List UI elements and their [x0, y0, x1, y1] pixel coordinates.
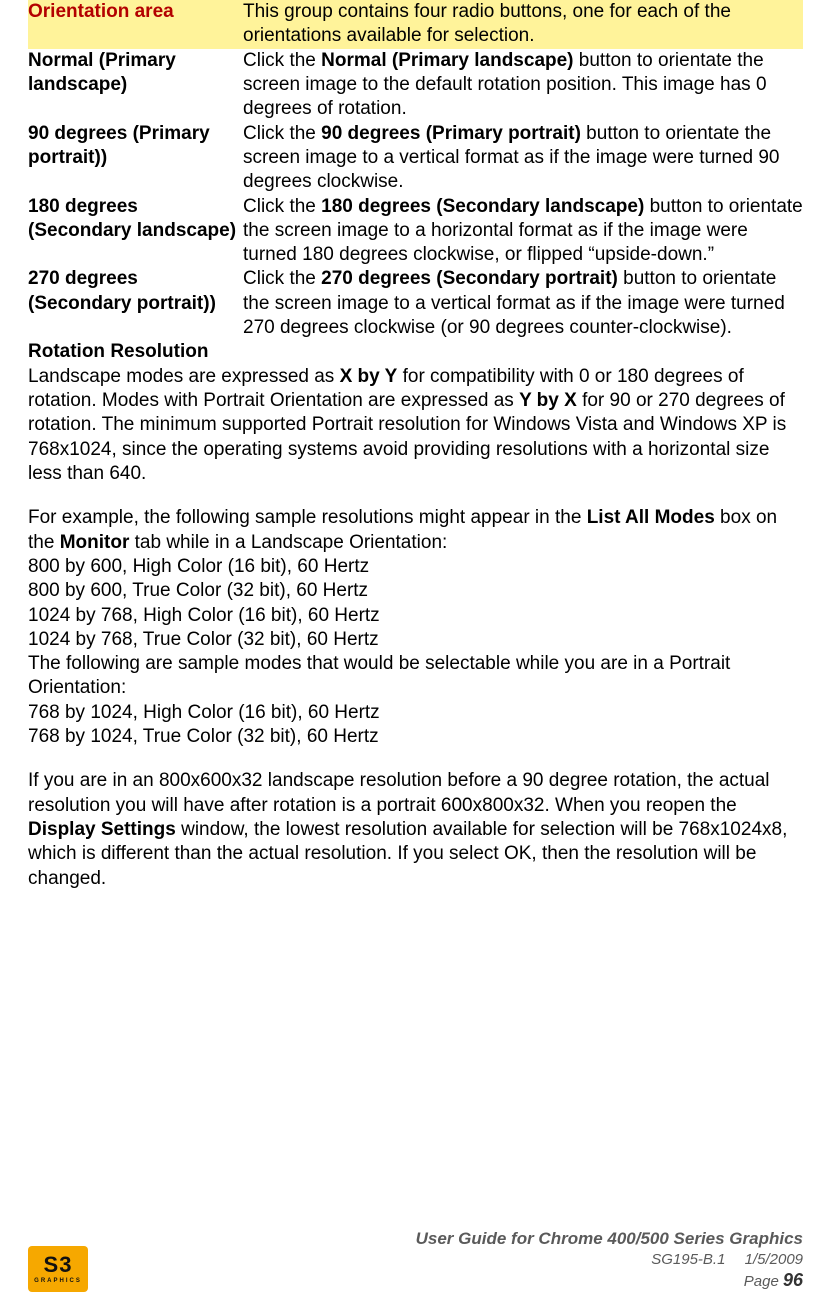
body-text: Rotation Resolution Landscape modes are … [28, 340, 803, 891]
definition-term: Orientation area [28, 0, 243, 49]
list-item: 768 by 1024, High Color (16 bit), 60 Her… [28, 701, 803, 725]
list-item: 768 by 1024, True Color (32 bit), 60 Her… [28, 725, 803, 749]
definition-term: 90 degrees (Primary portrait)) [28, 122, 243, 195]
definition-desc: Click the Normal (Primary landscape) but… [243, 49, 803, 122]
definition-desc: Click the 270 degrees (Secondary portrai… [243, 267, 803, 340]
paragraph: If you are in an 800x600x32 landscape re… [28, 769, 803, 891]
page-footer: S3 GRAPHICS User Guide for Chrome 400/50… [0, 1228, 831, 1292]
logo-subtext: GRAPHICS [34, 1278, 82, 1284]
paragraph: For example, the following sample resolu… [28, 506, 803, 555]
s3-logo: S3 GRAPHICS [28, 1246, 88, 1292]
definitions-table: Orientation area This group contains fou… [28, 0, 803, 340]
logo-text: S3 [44, 1252, 73, 1277]
definition-row: Orientation area This group contains fou… [28, 0, 803, 49]
definition-desc: Click the 90 degrees (Primary portrait) … [243, 122, 803, 195]
paragraph: The following are sample modes that woul… [28, 652, 803, 701]
definition-row: 270 degrees (Secondary portrait)) Click … [28, 267, 803, 340]
document-page: Orientation area This group contains fou… [0, 0, 831, 1312]
definition-row: 180 degrees (Secondary landscape) Click … [28, 195, 803, 268]
list-item: 1024 by 768, True Color (32 bit), 60 Her… [28, 628, 803, 652]
definition-desc: Click the 180 degrees (Secondary landsca… [243, 195, 803, 268]
footer-meta: SG195-B.1 1/5/2009 [416, 1250, 803, 1269]
footer-text: User Guide for Chrome 400/500 Series Gra… [416, 1228, 803, 1292]
definition-row: 90 degrees (Primary portrait)) Click the… [28, 122, 803, 195]
definition-row: Normal (Primary landscape) Click the Nor… [28, 49, 803, 122]
definition-desc: This group contains four radio buttons, … [243, 0, 803, 49]
definition-term: 180 degrees (Secondary landscape) [28, 195, 243, 268]
definition-term: 270 degrees (Secondary portrait)) [28, 267, 243, 340]
definition-term: Normal (Primary landscape) [28, 49, 243, 122]
footer-title: User Guide for Chrome 400/500 Series Gra… [416, 1228, 803, 1250]
list-item: 800 by 600, True Color (32 bit), 60 Hert… [28, 579, 803, 603]
list-item: 800 by 600, High Color (16 bit), 60 Hert… [28, 555, 803, 579]
section-heading: Rotation Resolution [28, 340, 803, 364]
footer-page: Page 96 [416, 1269, 803, 1292]
paragraph: Landscape modes are expressed as X by Y … [28, 365, 803, 487]
list-item: 1024 by 768, High Color (16 bit), 60 Her… [28, 604, 803, 628]
